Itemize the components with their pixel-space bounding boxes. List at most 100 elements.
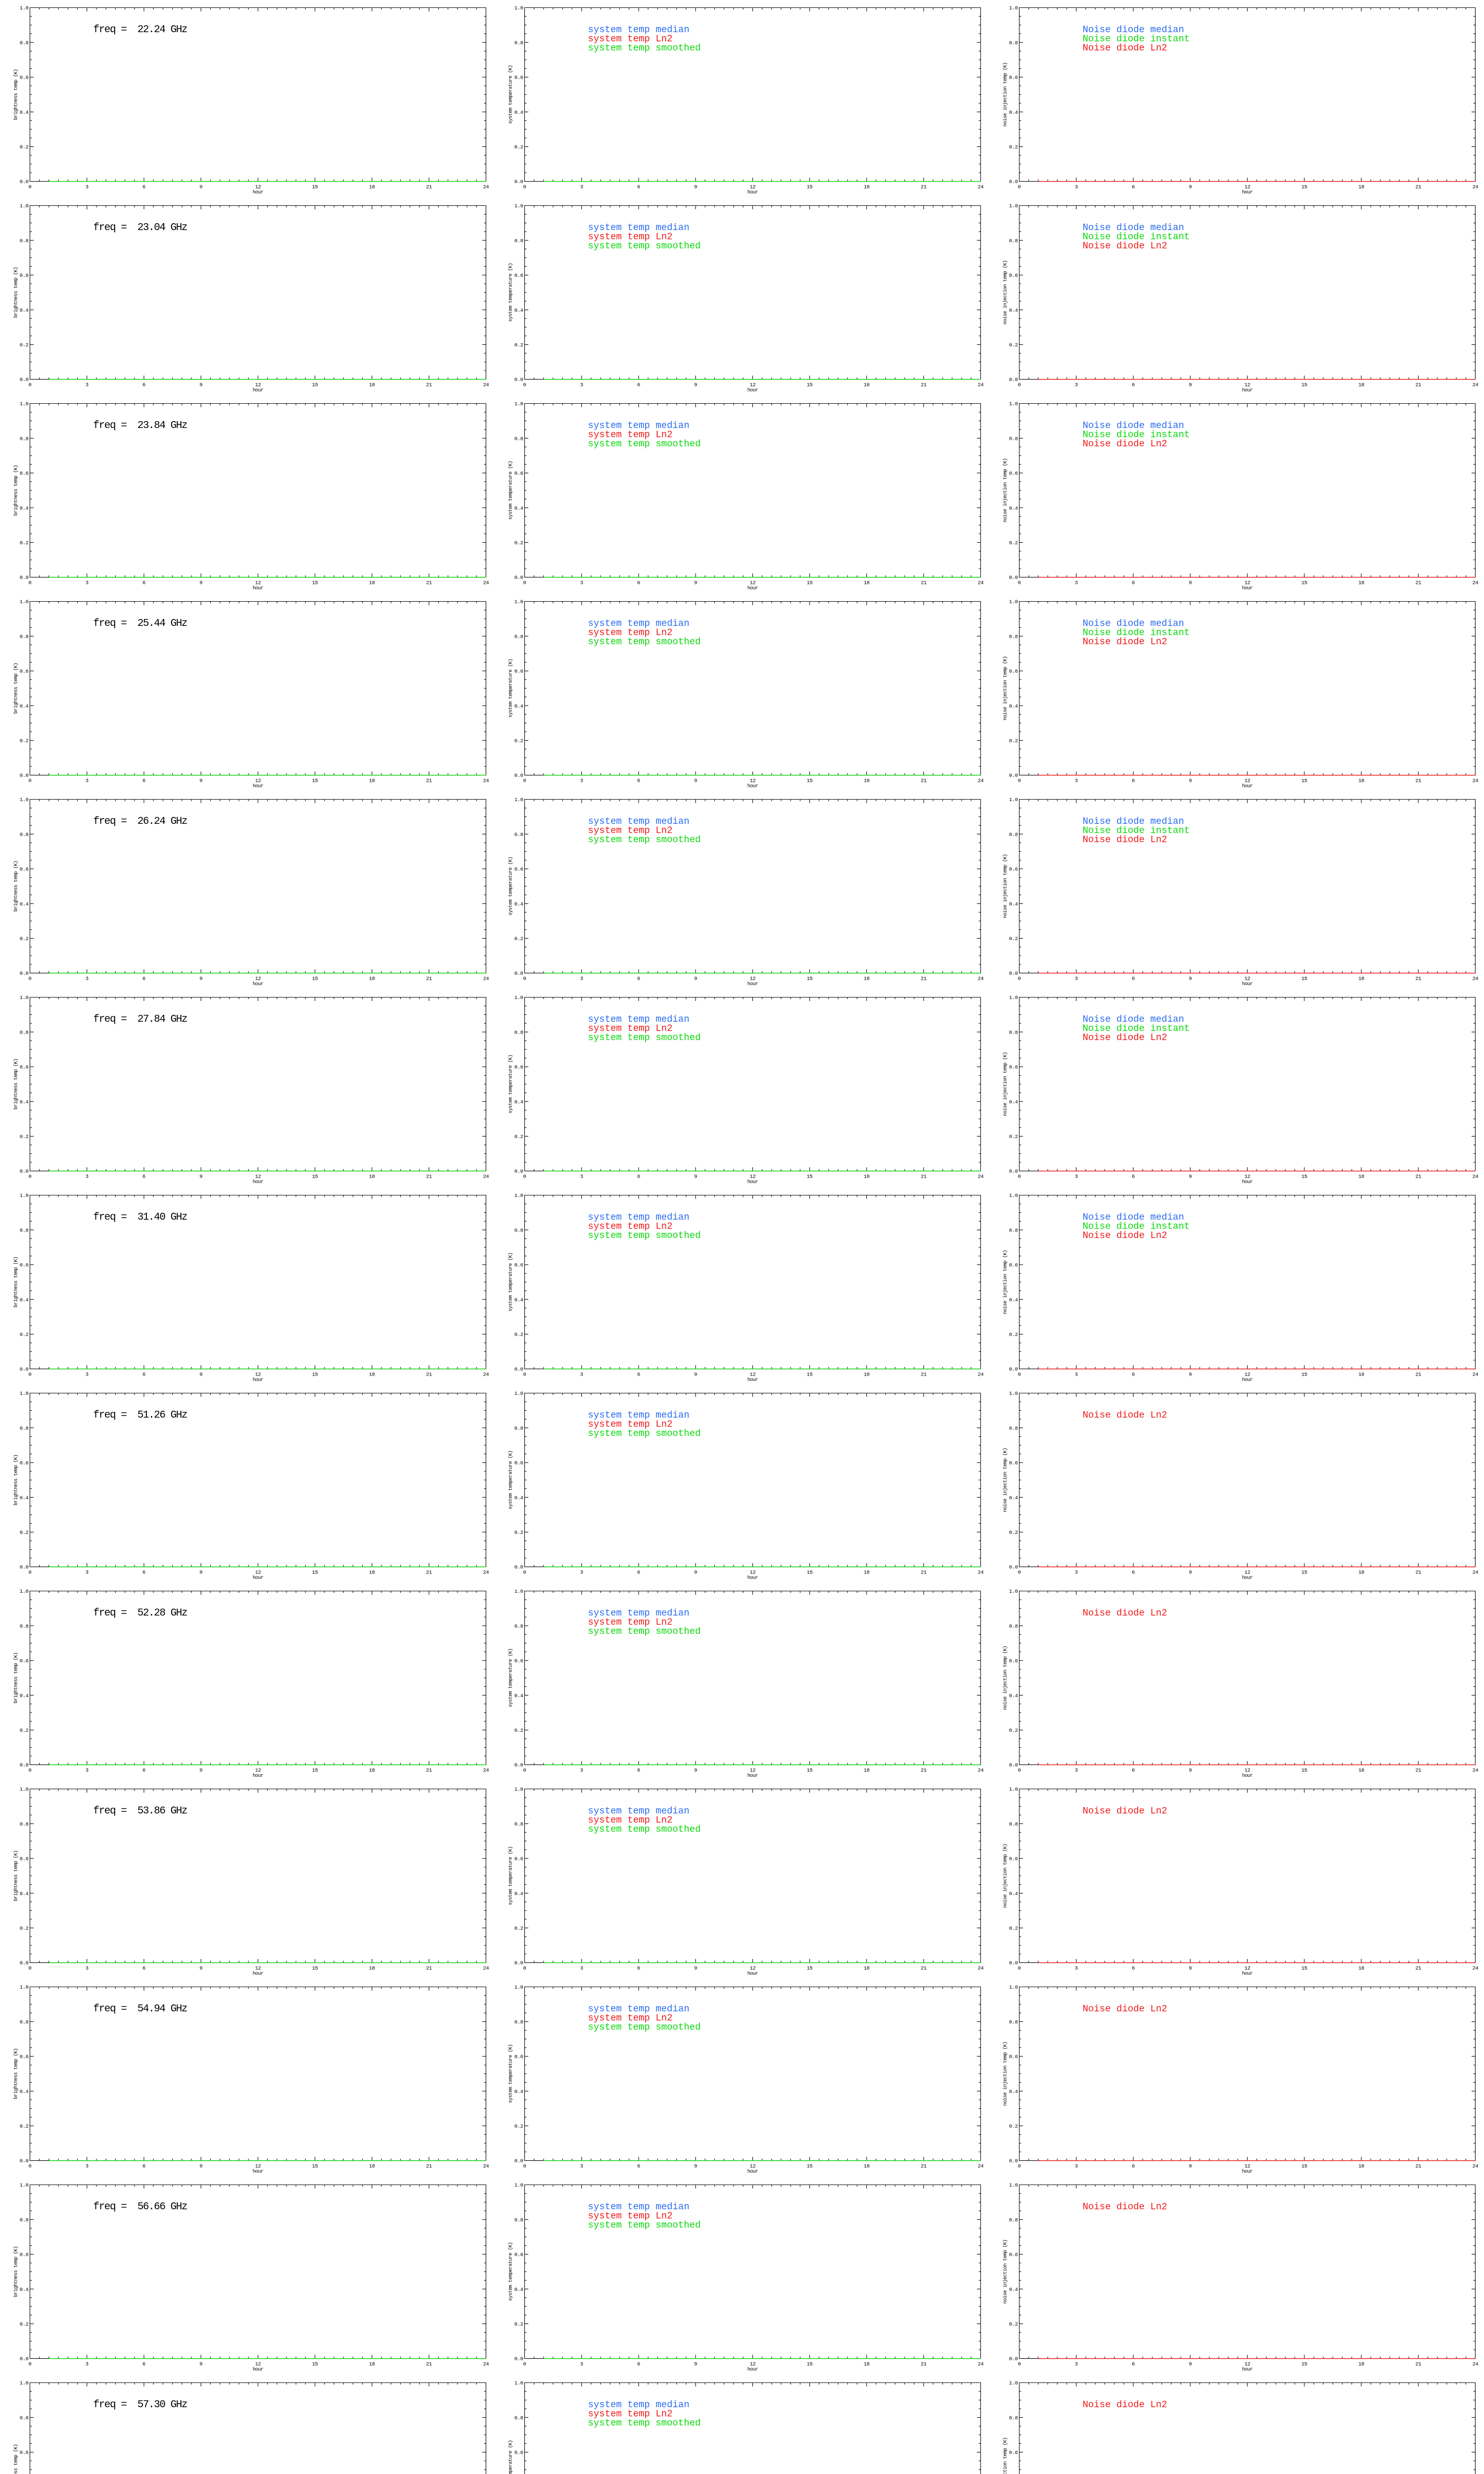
svg-text:system temperature (K): system temperature (K) xyxy=(508,2440,514,2474)
svg-text:Noise diode Ln2: Noise diode Ln2 xyxy=(1083,43,1167,53)
svg-text:Noise diode Ln2: Noise diode Ln2 xyxy=(1083,240,1167,251)
svg-text:brightness temp (K): brightness temp (K) xyxy=(13,663,19,714)
svg-text:brightness temp (K): brightness temp (K) xyxy=(13,861,19,912)
svg-text:Noise diode instant: Noise diode instant xyxy=(1083,1023,1190,1034)
svg-text:system temp median: system temp median xyxy=(588,1212,690,1223)
svg-text:Noise diode median: Noise diode median xyxy=(1083,816,1184,827)
svg-text:freq = 52.28 GHz: freq = 52.28 GHz xyxy=(93,1608,187,1619)
svg-text:system temperature (K): system temperature (K) xyxy=(508,1253,514,1312)
svg-text:noise injection temp (K): noise injection temp (K) xyxy=(1003,1052,1009,1116)
svg-text:Noise diode instant: Noise diode instant xyxy=(1083,627,1190,638)
svg-text:system temperature (K): system temperature (K) xyxy=(508,1847,514,1905)
svg-text:freq = 22.24 GHz: freq = 22.24 GHz xyxy=(93,24,187,36)
svg-text:system temp median: system temp median xyxy=(588,2201,690,2212)
svg-text:Noise diode instant: Noise diode instant xyxy=(1083,34,1190,45)
svg-text:noise injection temp (K): noise injection temp (K) xyxy=(1003,1448,1009,1512)
svg-text:system temp Ln2: system temp Ln2 xyxy=(588,1023,673,1034)
svg-text:brightness temp (K): brightness temp (K) xyxy=(13,2048,19,2099)
svg-text:system temp Ln2: system temp Ln2 xyxy=(588,1815,673,1826)
svg-text:system temp smoothed: system temp smoothed xyxy=(588,2022,701,2033)
svg-text:system temperature (K): system temperature (K) xyxy=(508,1055,514,1114)
svg-text:system temp smoothed: system temp smoothed xyxy=(588,1626,701,1637)
svg-text:brightness temp (K): brightness temp (K) xyxy=(13,1257,19,1308)
svg-text:freq = 25.44 GHz: freq = 25.44 GHz xyxy=(93,618,187,629)
svg-text:brightness temp (K): brightness temp (K) xyxy=(13,1851,19,1902)
svg-text:noise injection temp (K): noise injection temp (K) xyxy=(1003,260,1009,325)
svg-text:brightness temp (K): brightness temp (K) xyxy=(13,267,19,318)
svg-text:brightness temp (K): brightness temp (K) xyxy=(13,465,19,516)
svg-text:system temp median: system temp median xyxy=(588,24,690,35)
svg-text:Noise diode Ln2: Noise diode Ln2 xyxy=(1083,1230,1167,1241)
svg-text:freq = 51.26 GHz: freq = 51.26 GHz xyxy=(93,1410,187,1421)
svg-text:freq = 54.94 GHz: freq = 54.94 GHz xyxy=(93,2003,187,2015)
svg-text:Noise diode Ln2: Noise diode Ln2 xyxy=(1083,1608,1167,1618)
svg-text:brightness temp (K): brightness temp (K) xyxy=(13,2246,19,2297)
svg-text:system temp median: system temp median xyxy=(588,2399,690,2410)
svg-text:freq = 23.04 GHz: freq = 23.04 GHz xyxy=(93,222,187,234)
svg-text:Noise diode Ln2: Noise diode Ln2 xyxy=(1083,2003,1167,2014)
svg-text:system temp Ln2: system temp Ln2 xyxy=(588,2409,673,2420)
svg-text:brightness temp (K): brightness temp (K) xyxy=(13,1653,19,1704)
svg-text:brightness temp (K): brightness temp (K) xyxy=(13,1455,19,1506)
svg-text:system temp median: system temp median xyxy=(588,618,690,629)
svg-text:noise injection temp (K): noise injection temp (K) xyxy=(1003,2239,1009,2304)
svg-text:system temp smoothed: system temp smoothed xyxy=(588,1032,701,1043)
svg-text:system temp Ln2: system temp Ln2 xyxy=(588,34,673,45)
svg-text:Noise diode Ln2: Noise diode Ln2 xyxy=(1083,2201,1167,2212)
svg-text:freq = 56.66 GHz: freq = 56.66 GHz xyxy=(93,2201,187,2213)
svg-text:brightness temp (K): brightness temp (K) xyxy=(13,69,19,120)
svg-text:system temp median: system temp median xyxy=(588,222,690,233)
svg-text:Noise diode Ln2: Noise diode Ln2 xyxy=(1083,1806,1167,1816)
svg-text:system temperature (K): system temperature (K) xyxy=(508,2045,514,2103)
svg-text:system temp smoothed: system temp smoothed xyxy=(588,1428,701,1439)
svg-text:system temp smoothed: system temp smoothed xyxy=(588,834,701,845)
svg-text:system temperature (K): system temperature (K) xyxy=(508,1649,514,1708)
svg-text:system temp median: system temp median xyxy=(588,2003,690,2014)
svg-text:freq = 53.86 GHz: freq = 53.86 GHz xyxy=(93,1806,187,1817)
svg-text:Noise diode median: Noise diode median xyxy=(1083,24,1184,35)
svg-text:system temperature (K): system temperature (K) xyxy=(508,2242,514,2301)
svg-text:system temp smoothed: system temp smoothed xyxy=(588,438,701,449)
svg-text:system temp Ln2: system temp Ln2 xyxy=(588,627,673,638)
svg-text:Noise diode Ln2: Noise diode Ln2 xyxy=(1083,1410,1167,1421)
svg-text:system temp median: system temp median xyxy=(588,420,690,431)
svg-text:system temp median: system temp median xyxy=(588,816,690,827)
svg-text:noise injection temp (K): noise injection temp (K) xyxy=(1003,458,1009,523)
svg-text:system temp smoothed: system temp smoothed xyxy=(588,240,701,251)
svg-text:system temperature (K): system temperature (K) xyxy=(508,1451,514,1510)
svg-text:freq = 23.84 GHz: freq = 23.84 GHz xyxy=(93,420,187,431)
svg-text:system temp Ln2: system temp Ln2 xyxy=(588,1419,673,1430)
svg-text:Noise diode Ln2: Noise diode Ln2 xyxy=(1083,834,1167,845)
svg-text:Noise diode instant: Noise diode instant xyxy=(1083,429,1190,440)
svg-text:Noise diode median: Noise diode median xyxy=(1083,222,1184,233)
svg-text:Noise diode instant: Noise diode instant xyxy=(1083,1221,1190,1232)
svg-text:system temperature (K): system temperature (K) xyxy=(508,263,514,322)
svg-text:system temp Ln2: system temp Ln2 xyxy=(588,825,673,836)
svg-text:system temp smoothed: system temp smoothed xyxy=(588,43,701,53)
svg-text:noise injection temp (K): noise injection temp (K) xyxy=(1003,656,1009,720)
svg-text:noise injection temp (K): noise injection temp (K) xyxy=(1003,1844,1009,1908)
svg-text:system temp Ln2: system temp Ln2 xyxy=(588,1221,673,1232)
svg-text:system temp Ln2: system temp Ln2 xyxy=(588,429,673,440)
svg-text:system temp smoothed: system temp smoothed xyxy=(588,636,701,647)
svg-text:system temp smoothed: system temp smoothed xyxy=(588,2418,701,2428)
svg-text:Noise diode Ln2: Noise diode Ln2 xyxy=(1083,2399,1167,2410)
svg-text:noise injection temp (K): noise injection temp (K) xyxy=(1003,62,1009,127)
svg-text:noise injection temp (K): noise injection temp (K) xyxy=(1003,2042,1009,2106)
svg-text:brightness temp (K): brightness temp (K) xyxy=(13,1059,19,1110)
svg-text:system temp smoothed: system temp smoothed xyxy=(588,2220,701,2231)
svg-text:freq = 57.30 GHz: freq = 57.30 GHz xyxy=(93,2399,187,2411)
svg-text:system temperature (K): system temperature (K) xyxy=(508,65,514,124)
svg-text:system temp smoothed: system temp smoothed xyxy=(588,1824,701,1835)
svg-text:system temp smoothed: system temp smoothed xyxy=(588,1230,701,1241)
svg-text:noise injection temp (K): noise injection temp (K) xyxy=(1003,2437,1009,2474)
svg-text:system temp Ln2: system temp Ln2 xyxy=(588,232,673,242)
svg-text:Noise diode Ln2: Noise diode Ln2 xyxy=(1083,1032,1167,1043)
svg-text:noise injection temp (K): noise injection temp (K) xyxy=(1003,1646,1009,1710)
svg-text:Noise diode median: Noise diode median xyxy=(1083,1014,1184,1025)
svg-text:freq = 27.84 GHz: freq = 27.84 GHz xyxy=(93,1014,187,1025)
svg-text:Noise diode median: Noise diode median xyxy=(1083,1212,1184,1223)
svg-text:Noise diode median: Noise diode median xyxy=(1083,618,1184,629)
svg-text:system temp median: system temp median xyxy=(588,1608,690,1618)
svg-text:system temp median: system temp median xyxy=(588,1806,690,1816)
